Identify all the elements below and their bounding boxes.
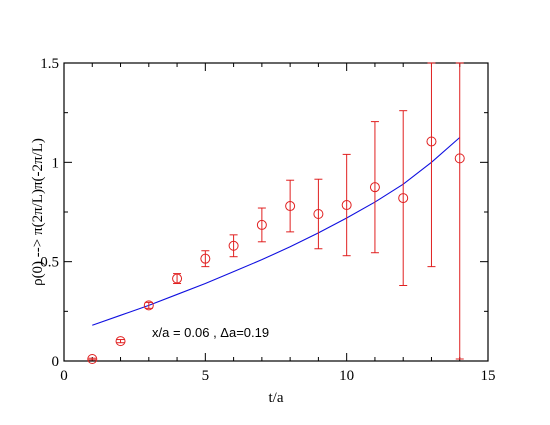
plot-frame [63, 62, 489, 362]
data-point [426, 136, 437, 147]
x-axis-title: t/a [269, 390, 284, 406]
fit-annotation: x/a = 0.06 , Δa=0.19 [152, 325, 269, 340]
y-tick-label: 1.5 [40, 56, 59, 72]
data-point [172, 273, 183, 284]
data-point [228, 240, 239, 251]
data-point [200, 253, 211, 264]
x-tick-label: 5 [202, 368, 210, 384]
data-point [398, 193, 409, 204]
data-point [313, 208, 324, 219]
data-point [115, 336, 126, 347]
data-point [454, 153, 465, 164]
x-tick-label: 0 [60, 368, 68, 384]
x-tick-label: 10 [339, 368, 354, 384]
data-point [256, 219, 267, 230]
y-tick-label: 0.5 [40, 255, 59, 271]
y-axis-title: ρ(0) --> π(2π/L)π(-2π/L) [30, 138, 46, 286]
data-point [143, 300, 154, 311]
data-point [87, 354, 98, 365]
y-tick-label: 1 [52, 155, 60, 171]
x-tick-label: 15 [481, 368, 496, 384]
data-point [369, 182, 380, 193]
data-point [285, 201, 296, 212]
plot-area: 0 5 10 15 0 0.5 1 1.5 [40, 56, 495, 384]
y-tick-label: 0 [52, 354, 60, 370]
data-point [341, 200, 352, 211]
fit-curve [92, 137, 461, 326]
